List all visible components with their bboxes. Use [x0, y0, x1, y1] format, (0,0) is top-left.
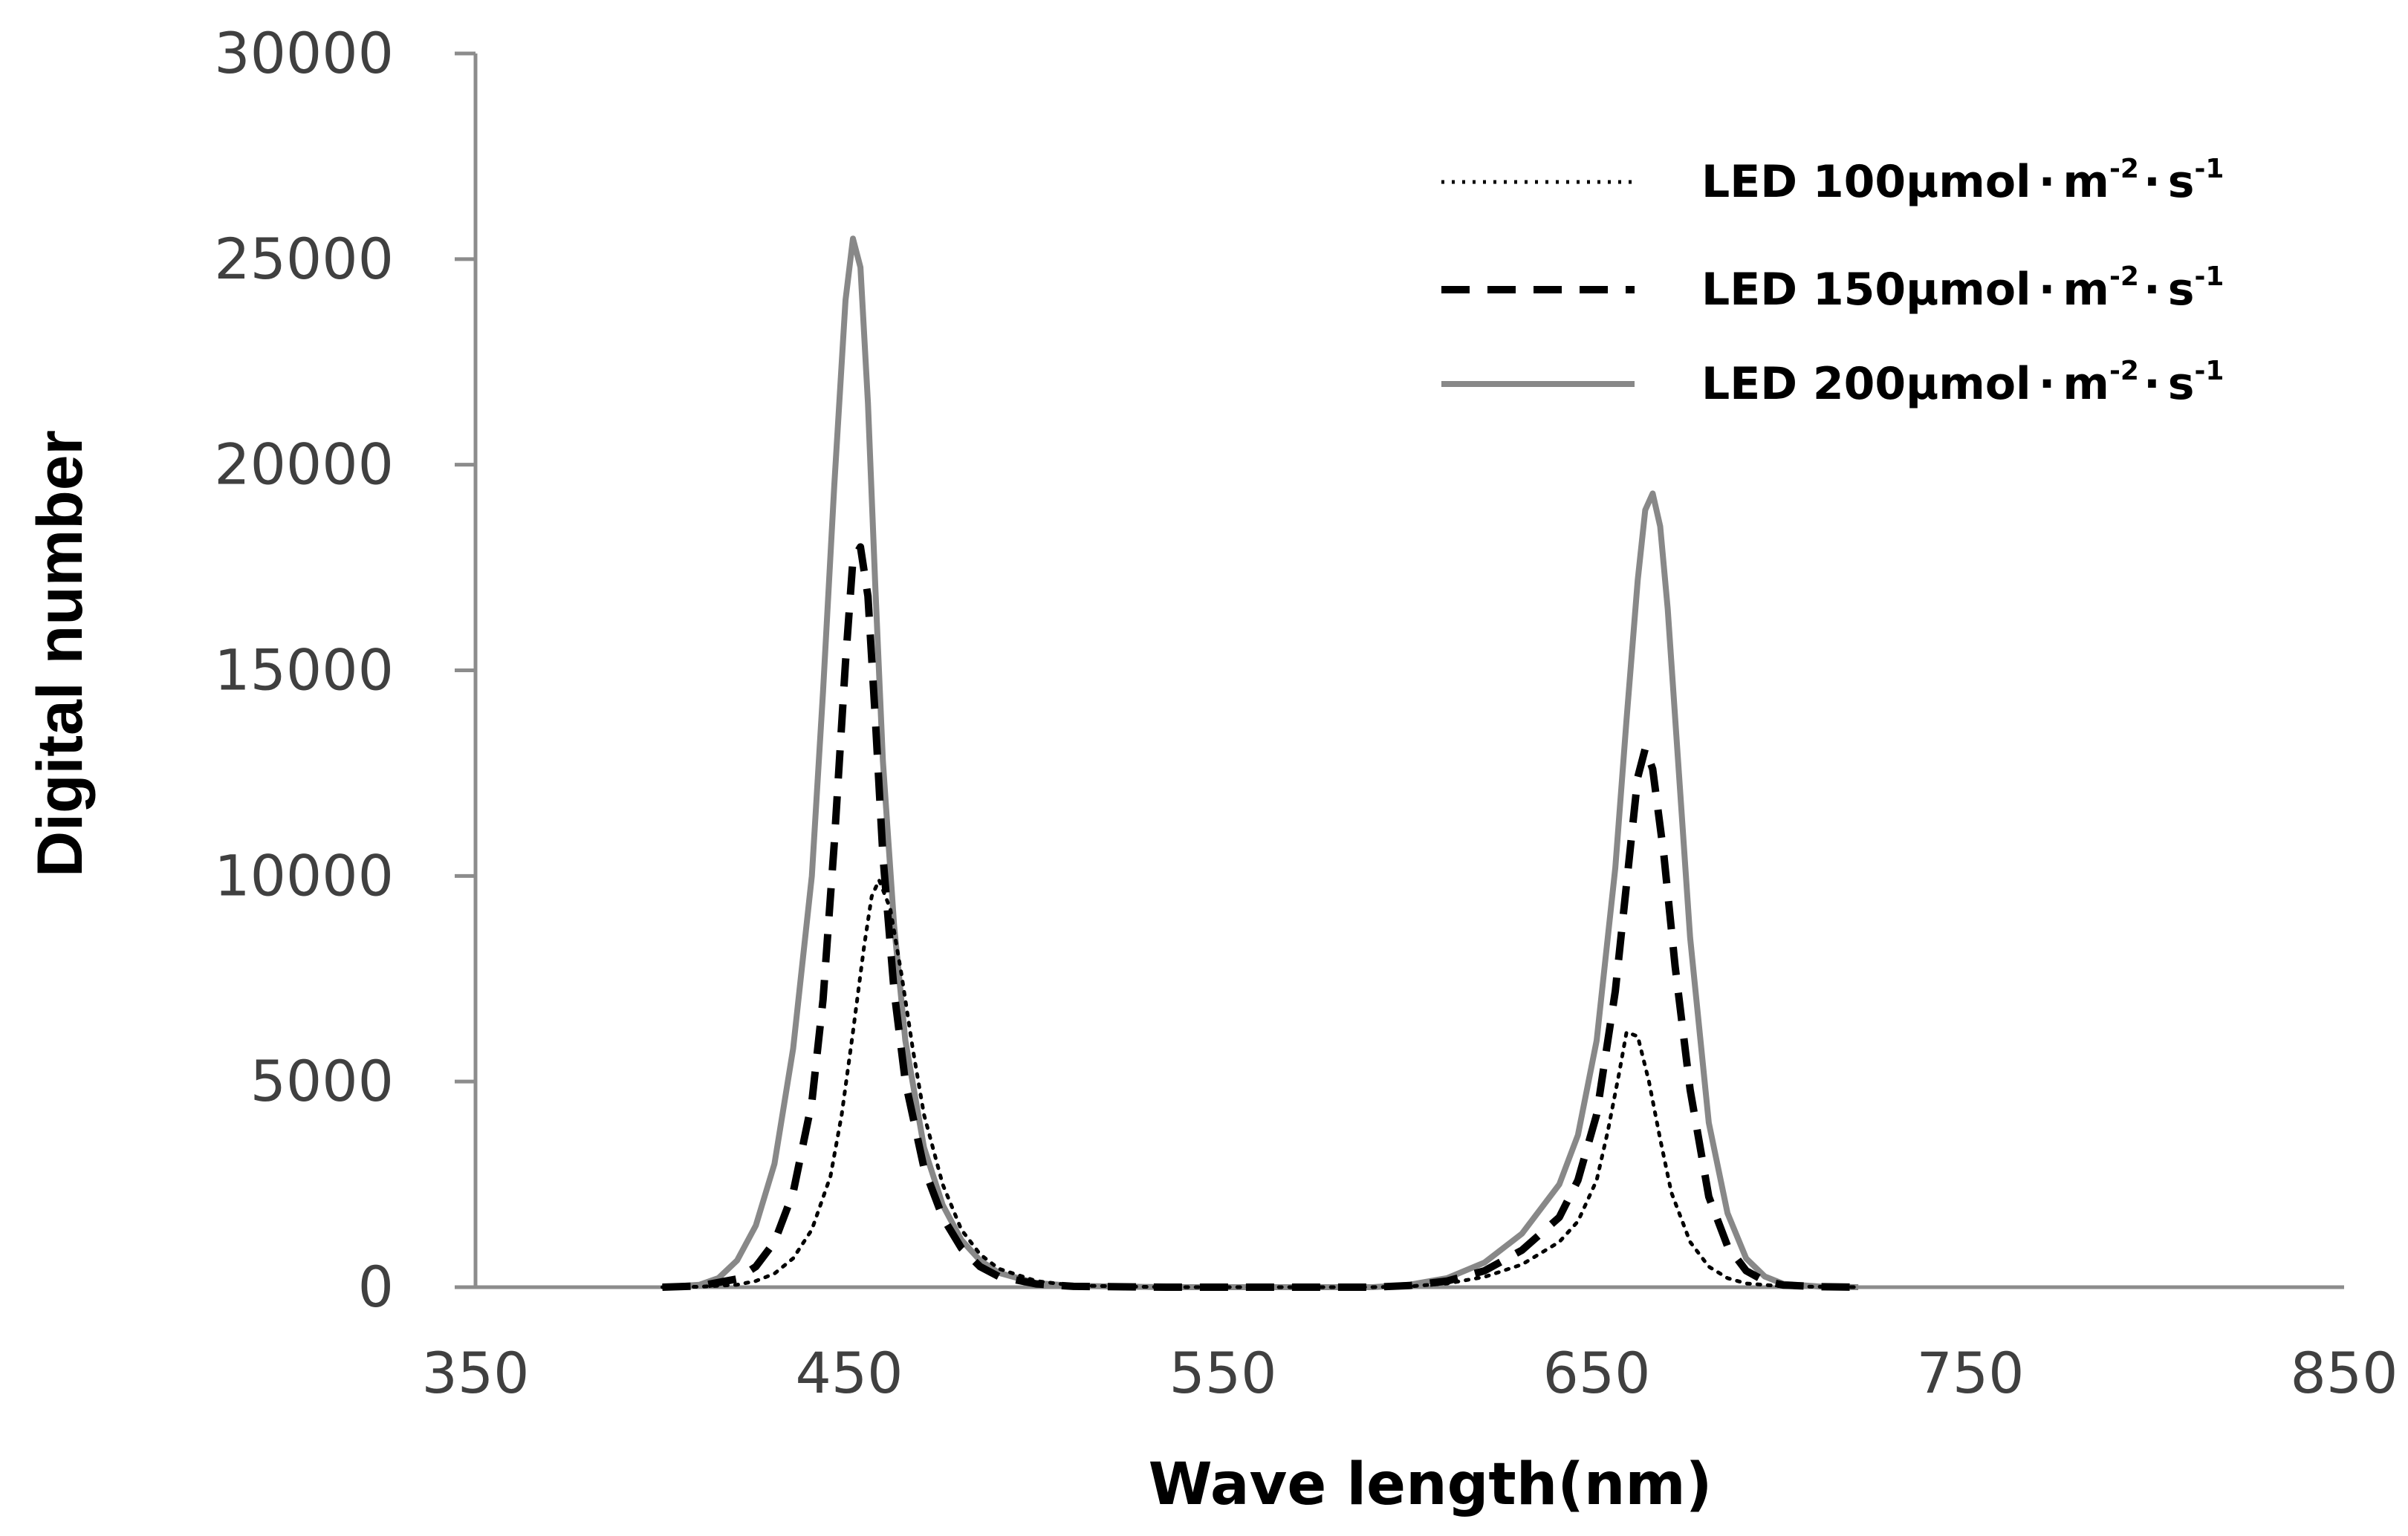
x-tick-label: 850: [2290, 1340, 2398, 1406]
axes: [455, 51, 2344, 1289]
legend-label-2: LED 150µmol · m-2 · s-1: [1701, 261, 2224, 316]
series-line-1: [661, 878, 1860, 1289]
x-tick-label: 550: [1169, 1340, 1276, 1406]
y-tick-label: 10000: [214, 842, 394, 908]
x-tick-label: 650: [1542, 1340, 1650, 1406]
series-lines: [661, 235, 1860, 1291]
x-tick-label: 750: [1916, 1340, 2024, 1406]
legend: LED 100µmol · m-2 · s-1 LED 150µmol · m-2 · s-1 LE…: [1441, 154, 2224, 410]
x-tick-label: 450: [795, 1340, 903, 1406]
y-axis-title: Digital number: [25, 430, 96, 877]
legend-label-1: LED 100µmol · m-2 · s-1: [1701, 154, 2224, 208]
y-tick-label: 5000: [250, 1048, 394, 1114]
y-tick-label: 30000: [214, 20, 394, 86]
y-tick-label: 25000: [214, 226, 394, 292]
y-tick-label: 0: [358, 1254, 394, 1320]
tick-labels: 0 5000 10000 15000 20000 25000 30000 350 450 550 6…: [214, 20, 2398, 1406]
y-tick-label: 15000: [214, 637, 394, 703]
x-tick-label: 350: [421, 1340, 529, 1406]
legend-label-3: LED 200µmol · m-2 · s-1: [1701, 356, 2224, 410]
series-line-2: [662, 543, 1859, 1291]
x-axis-title: Wave length(nm): [1149, 1451, 1713, 1518]
y-tick-label: 20000: [214, 432, 394, 498]
